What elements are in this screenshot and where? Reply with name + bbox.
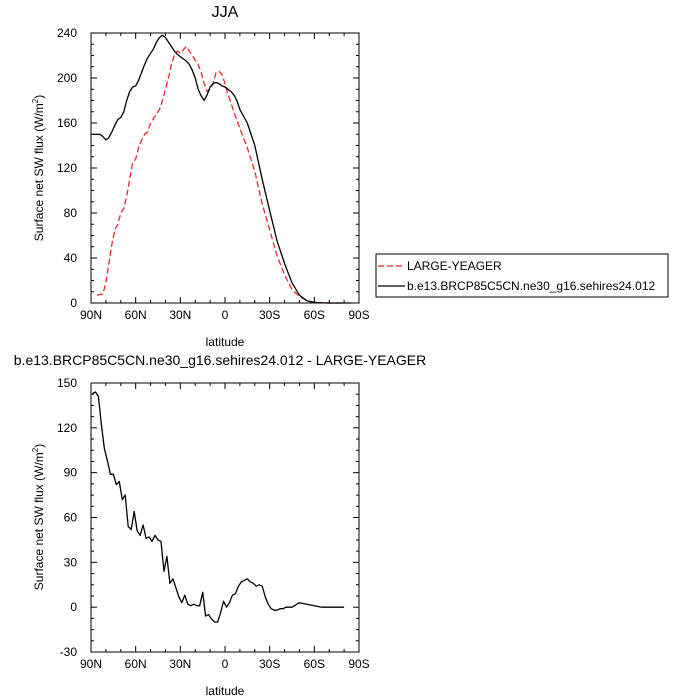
top-xtick-label: 90S: [348, 308, 369, 322]
top-ytick-label: 40: [64, 251, 78, 265]
top-ytick-label: 200: [57, 71, 77, 85]
top-xtick-label: 0: [222, 308, 229, 322]
top-ytick-label: 160: [57, 116, 77, 130]
bottom-xtick-label: 60S: [304, 657, 325, 671]
bottom-chart-title: b.e13.BRCP85C5CN.ne30_g16.sehires24.012 …: [14, 352, 426, 368]
top-xtick-label: 30S: [259, 308, 280, 322]
top-ytick-label: 120: [57, 161, 77, 175]
top-ytick-label: 240: [57, 26, 77, 40]
bottom-ytick-label: 90: [64, 466, 78, 480]
bottom-ytick-label: 120: [57, 421, 77, 435]
bottom-chart-ylabel: Surface net SW flux (W/m2): [31, 444, 46, 590]
top-xtick-label: 90N: [80, 308, 102, 322]
bottom-series-difference-line: [92, 391, 345, 623]
top-xtick-label: 30N: [169, 308, 191, 322]
top-xtick-label: 60S: [304, 308, 325, 322]
top-chart-title: JJA: [212, 4, 239, 21]
bottom-xtick-label: 90N: [80, 657, 102, 671]
top-series-large-yeager-line: [96, 45, 345, 304]
bottom-ytick-label: 0: [70, 600, 77, 614]
bottom-ytick-label: 30: [64, 555, 78, 569]
bottom-chart: b.e13.BRCP85C5CN.ne30_g16.sehires24.012 …: [14, 352, 426, 698]
bottom-xtick-label: 0: [222, 657, 229, 671]
bottom-xtick-label: 90S: [348, 657, 369, 671]
top-ytick-label: 0: [70, 296, 77, 310]
bottom-ytick-label: 150: [57, 376, 77, 390]
bottom-chart-frame: [90, 382, 360, 653]
top-xtick-label: 60N: [125, 308, 147, 322]
top-chart-xlabel: latitude: [206, 335, 245, 349]
legend-label-model: b.e13.BRCP85C5CN.ne30_g16.sehires24.012: [407, 279, 655, 293]
legend-box: [375, 253, 669, 298]
top-series-b-e13-brcp85c5cn-ne30-g16-sehires24-012-line: [92, 34, 352, 304]
bottom-xtick-label: 60N: [125, 657, 147, 671]
top-chart: JJA Surface net SW flux (W/m2) latitude …: [31, 4, 669, 349]
legend-label-large-yeager: LARGE-YEAGER: [407, 259, 502, 273]
top-ytick-label: 80: [64, 206, 78, 220]
bottom-chart-xlabel: latitude: [206, 684, 245, 698]
bottom-xtick-label: 30N: [169, 657, 191, 671]
bottom-xtick-label: 30S: [259, 657, 280, 671]
legend: LARGE-YEAGER b.e13.BRCP85C5CN.ne30_g16.s…: [375, 253, 669, 298]
bottom-ytick-label: 60: [64, 511, 78, 525]
top-chart-ylabel: Surface net SW flux (W/m2): [31, 95, 46, 241]
bottom-ytick-label: -30: [60, 645, 78, 659]
